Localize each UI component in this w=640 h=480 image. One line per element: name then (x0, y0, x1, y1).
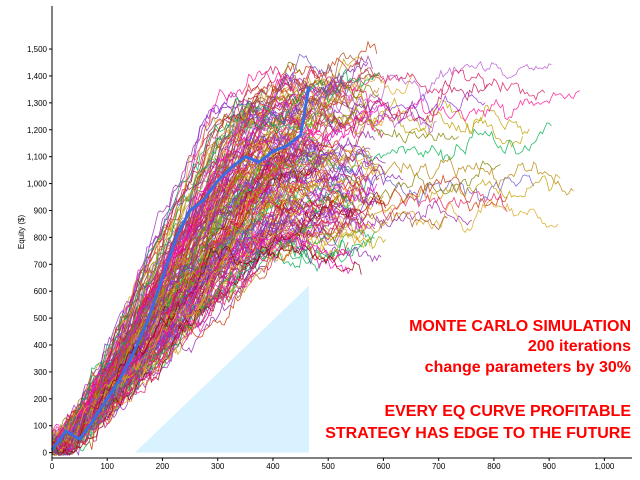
simulation-line (51, 191, 386, 456)
simulation-lines (51, 40, 581, 457)
simulation-line (51, 197, 378, 453)
simulation-line (51, 68, 380, 452)
x-tick-label: 900 (542, 462, 556, 471)
annotation-edge: STRATEGY HAS EDGE TO THE FUTURE (325, 425, 631, 442)
y-tick-label: 1,000 (27, 180, 48, 189)
y-tick-label: 400 (34, 341, 48, 350)
simulation-line (51, 71, 353, 456)
y-tick-label: 1,400 (27, 72, 48, 81)
x-tick-label: 1,000 (594, 462, 615, 471)
x-tick-label: 800 (487, 462, 501, 471)
simulation-line (51, 210, 448, 456)
annotation-title: MONTE CARLO SIMULATION (409, 318, 631, 335)
original-equity-fill (52, 285, 309, 453)
y-tick-label: 500 (34, 314, 48, 323)
simulation-line (51, 244, 362, 456)
simulation-line (51, 216, 336, 452)
x-tick-label: 500 (322, 462, 336, 471)
y-axis-label: Equity ($) (17, 215, 26, 250)
y-tick-label: 0 (43, 449, 48, 458)
simulation-line (51, 211, 276, 442)
simulation-line (51, 220, 388, 443)
simulation-line (51, 195, 358, 451)
annotation-parameters: change parameters by 30% (425, 359, 631, 376)
x-tick-label: 300 (211, 462, 225, 471)
x-tick-label: 400 (266, 462, 280, 471)
original-equity-line (50, 86, 311, 451)
y-tick-label: 1,500 (27, 45, 48, 54)
y-tick-label: 800 (34, 233, 48, 242)
x-axis-ticks: 0 100 200 300 400 500 600 700 800 900 1,000 (50, 458, 615, 471)
x-tick-label: 200 (156, 462, 170, 471)
simulation-line (51, 88, 353, 444)
y-tick-label: 600 (34, 287, 48, 296)
x-tick-label: 700 (432, 462, 446, 471)
y-tick-label: 700 (34, 260, 48, 269)
simulation-line (51, 133, 331, 456)
y-tick-label: 100 (34, 422, 48, 431)
annotation-iterations: 200 iterations (528, 338, 631, 355)
simulation-line (51, 79, 488, 454)
y-tick-label: 1,100 (27, 153, 48, 162)
y-tick-label: 900 (34, 206, 48, 215)
simulation-line (51, 223, 274, 449)
x-tick-label: 100 (101, 462, 115, 471)
simulation-line (51, 241, 267, 444)
simulation-line (51, 164, 377, 451)
y-axis-ticks: 0 100 200 300 400 500 600 700 800 900 1,000 1,100 1,… (27, 45, 52, 458)
y-tick-label: 300 (34, 368, 48, 377)
annotation-profitable: EVERY EQ CURVE PROFITABLE (384, 403, 631, 420)
simulation-line (51, 188, 351, 456)
x-tick-label: 600 (377, 462, 391, 471)
y-tick-label: 200 (34, 395, 48, 404)
simulation-line (51, 96, 287, 454)
y-tick-label: 1,200 (27, 126, 48, 135)
y-tick-label: 1,300 (27, 99, 48, 108)
simulation-line (51, 97, 386, 445)
x-tick-label: 0 (50, 462, 55, 471)
simulation-line (51, 83, 384, 443)
